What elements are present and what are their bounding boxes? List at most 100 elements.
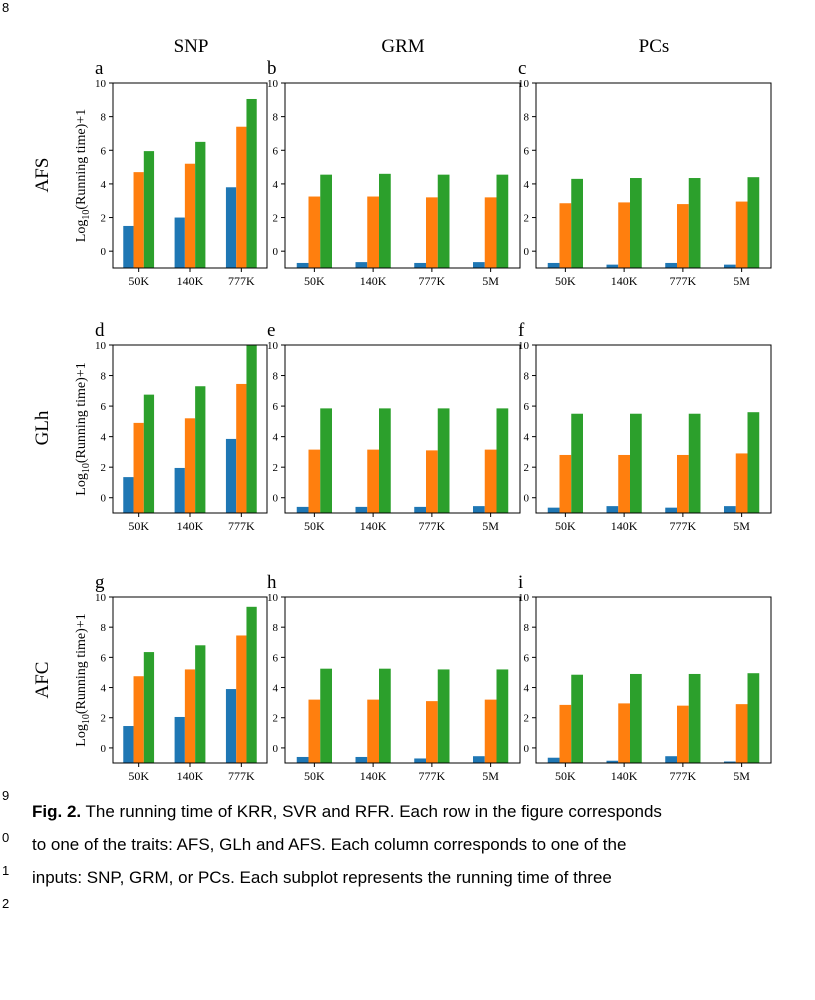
bar-krr (724, 264, 736, 268)
bar-krr (296, 506, 309, 513)
column-title: SNP (174, 36, 209, 57)
x-tick-label: 140K (177, 274, 204, 288)
bar-krr (174, 716, 185, 763)
bar-rfr (195, 645, 206, 763)
bar-svr (618, 454, 630, 513)
bar-krr (355, 262, 368, 268)
bar-rfr (320, 174, 332, 268)
y-tick-label: 6 (101, 145, 107, 157)
line-number: 9 (2, 788, 10, 803)
x-tick-label: 777K (419, 769, 446, 780)
panel-letter: a (95, 58, 104, 79)
bar-krr (414, 262, 426, 268)
axes-frame (535, 344, 772, 514)
bar-svr (677, 454, 689, 513)
x-tick-label: 50K (304, 274, 325, 288)
x-tick-label: 140K (177, 519, 204, 533)
bar-svr (236, 383, 247, 513)
y-tick-label: 4 (524, 683, 530, 695)
x-tick-label: 5M (733, 769, 750, 780)
bar-krr (547, 757, 560, 763)
x-tick-label: 50K (555, 274, 576, 288)
y-tick-label: 4 (101, 432, 107, 444)
bar-krr (225, 689, 237, 763)
column-title: PCs (639, 36, 670, 57)
y-tick-label: 8 (524, 622, 530, 634)
panel-letter: f (518, 320, 525, 341)
bar-svr (559, 203, 572, 268)
y-tick-label: 6 (273, 145, 279, 157)
y-tick-label: 8 (101, 371, 107, 383)
y-axis-label: Log10(Running time)+1 (74, 109, 92, 242)
y-tick-label: 2 (524, 713, 530, 725)
axes-frame (112, 82, 268, 269)
bar-krr (414, 506, 426, 513)
caption-line-3: inputs: SNP, GRM, or PCs. Each subplot r… (32, 868, 612, 887)
bar-rfr (195, 386, 206, 513)
bar-svr (367, 699, 379, 763)
bar-rfr (379, 173, 391, 268)
bar-svr (426, 450, 438, 513)
bar-krr (606, 760, 619, 763)
y-tick-label: 2 (524, 462, 530, 474)
x-tick-label: 777K (228, 274, 255, 288)
bar-krr (355, 506, 368, 513)
bar-krr (123, 726, 134, 763)
bar-svr (133, 676, 144, 763)
bar-krr (123, 225, 134, 268)
panel-letter: c (518, 58, 526, 79)
y-tick-label: 2 (101, 713, 107, 725)
bar-svr (677, 204, 689, 268)
x-tick-label: 140K (360, 274, 387, 288)
bar-krr (296, 262, 309, 268)
x-tick-label: 5M (733, 519, 750, 533)
y-tick-label: 10 (518, 592, 530, 604)
bar-svr (367, 449, 379, 513)
x-tick-label: 50K (555, 769, 576, 780)
bar-rfr (630, 178, 642, 268)
x-tick-label: 777K (419, 519, 446, 533)
y-tick-label: 4 (524, 432, 530, 444)
x-tick-label: 140K (611, 274, 638, 288)
y-tick-label: 10 (267, 592, 279, 604)
y-tick-label: 4 (273, 432, 279, 444)
bar-rfr (496, 669, 509, 763)
y-tick-label: 0 (524, 493, 530, 505)
bar-krr (225, 438, 237, 513)
y-tick-label: 10 (95, 78, 107, 90)
row-title: GLh (32, 410, 53, 445)
x-tick-label: 140K (611, 519, 638, 533)
x-tick-label: 777K (670, 769, 697, 780)
bar-krr (174, 467, 185, 513)
y-tick-label: 0 (101, 743, 107, 755)
panel-letter: d (95, 320, 105, 341)
axes-frame (535, 596, 772, 764)
bar-svr (735, 201, 748, 268)
panel-letter: e (267, 320, 275, 341)
bar-krr (547, 507, 560, 513)
bar-krr (473, 756, 485, 763)
x-tick-label: 50K (128, 274, 149, 288)
x-tick-label: 50K (304, 769, 325, 780)
bar-rfr (437, 408, 450, 513)
x-tick-label: 5M (482, 519, 499, 533)
y-axis-label: Log10(Running time)+1 (74, 362, 92, 495)
bar-krr (606, 506, 619, 513)
y-tick-label: 4 (101, 179, 107, 191)
x-tick-label: 777K (228, 519, 255, 533)
bar-svr (677, 705, 689, 763)
x-tick-label: 5M (733, 274, 750, 288)
bar-rfr (571, 674, 583, 763)
bar-krr (123, 477, 134, 513)
y-tick-label: 10 (95, 592, 107, 604)
x-tick-label: 50K (128, 519, 149, 533)
x-tick-label: 5M (482, 274, 499, 288)
y-tick-label: 8 (524, 112, 530, 124)
bar-rfr (437, 174, 450, 268)
bar-krr (547, 262, 560, 268)
x-tick-label: 777K (670, 274, 697, 288)
bar-rfr (747, 177, 760, 268)
bar-rfr (747, 673, 760, 763)
panel-letter: g (95, 572, 105, 593)
line-number: 2 (2, 896, 10, 911)
